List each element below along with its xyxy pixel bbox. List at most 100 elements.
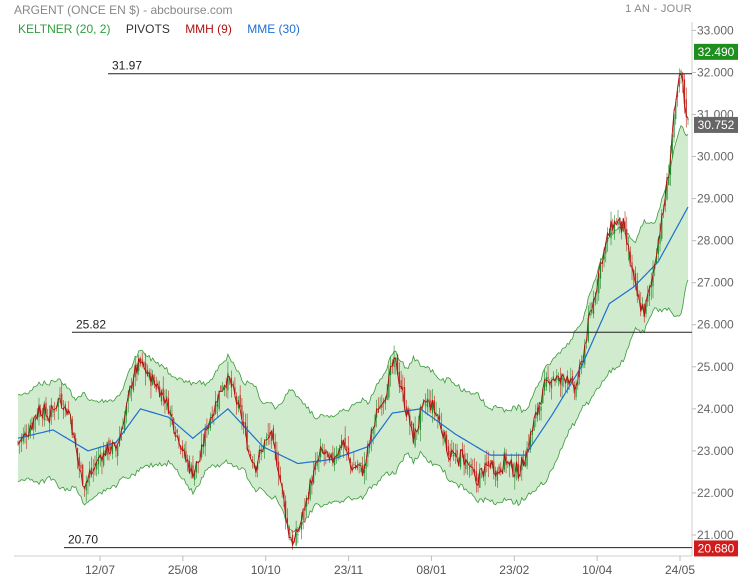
candle-body — [309, 481, 311, 500]
candle-body — [372, 429, 374, 434]
candle-body — [620, 221, 623, 230]
candle-body — [332, 452, 334, 461]
candle-body — [624, 221, 626, 230]
candle-body — [204, 428, 206, 447]
candle-body — [540, 406, 542, 411]
candle-body — [505, 453, 507, 466]
candle-body — [145, 362, 147, 374]
candle-body — [468, 467, 470, 469]
candle-body — [542, 388, 544, 404]
candle-body — [250, 453, 252, 457]
candle-body — [675, 101, 677, 120]
y-tick-label: 33.000 — [697, 23, 734, 37]
candle-body — [566, 377, 568, 384]
candle-body — [297, 534, 299, 536]
candle-body — [360, 462, 362, 465]
candle-body — [71, 418, 73, 435]
legend-keltner[interactable]: KELTNER (20, 2) — [18, 22, 111, 36]
candle-body — [461, 448, 463, 452]
candle-body — [498, 466, 500, 472]
candle-body — [475, 471, 477, 481]
candle-body — [486, 461, 488, 466]
candle-body — [447, 446, 449, 456]
y-tick-label: 30.000 — [697, 150, 734, 164]
y-tick-label: 21.000 — [697, 528, 734, 542]
candle-body — [487, 460, 490, 465]
x-tick-label: 08/01 — [416, 563, 446, 577]
candle-body — [125, 405, 128, 416]
legend-mmh[interactable]: MMH (9) — [185, 22, 232, 36]
candle-body — [622, 221, 624, 232]
candle-body — [244, 422, 247, 430]
candle-body — [292, 534, 294, 545]
candle-body — [216, 403, 219, 407]
candle-body — [122, 428, 124, 430]
candle-body — [178, 436, 180, 445]
candle-body — [419, 410, 421, 430]
candle-body — [636, 280, 638, 297]
candle-body — [157, 386, 159, 388]
candle-body — [87, 477, 89, 484]
candle-body — [337, 452, 339, 458]
price-badge-label: 32.490 — [698, 45, 735, 59]
candle-body — [236, 396, 238, 404]
x-tick-label: 23/11 — [334, 563, 363, 577]
candle-body — [185, 450, 187, 460]
indicator-legend: KELTNER (20, 2) PIVOTS MMH (9) MME (30) — [18, 22, 312, 36]
candle-body — [17, 441, 19, 443]
candle-body — [59, 394, 61, 397]
candle-body — [491, 462, 493, 465]
candle-body — [613, 220, 616, 234]
candle-body — [241, 405, 243, 420]
candle-body — [162, 388, 164, 396]
candle-body — [176, 429, 178, 433]
legend-mme[interactable]: MME (30) — [247, 22, 300, 36]
candle-body — [307, 499, 309, 501]
candle-body — [437, 417, 439, 419]
candle-body — [43, 406, 45, 421]
candle-body — [494, 470, 497, 477]
candle-body — [295, 531, 297, 546]
candle-body — [201, 444, 203, 458]
candle-body — [62, 408, 65, 411]
candle-body — [97, 457, 100, 465]
candle-body — [248, 449, 250, 452]
candle-body — [36, 413, 38, 417]
y-tick-label: 28.000 — [697, 234, 734, 248]
candle-body — [685, 99, 687, 118]
candle-body — [591, 309, 593, 314]
candle-body — [652, 271, 654, 287]
candle-body — [584, 345, 586, 365]
candle-body — [223, 387, 226, 391]
y-tick-label: 22.000 — [697, 486, 734, 500]
y-tick-label: 27.000 — [697, 276, 734, 290]
candle-body — [344, 437, 346, 449]
candle-body — [279, 475, 282, 481]
candle-body — [206, 425, 208, 431]
candle-body — [173, 418, 175, 430]
candle-body — [29, 427, 31, 435]
candle-body — [393, 357, 395, 368]
candle-body — [110, 447, 112, 451]
candle-body — [458, 459, 460, 464]
candle-body — [341, 440, 343, 448]
candle-body — [246, 426, 248, 450]
candle-body — [615, 221, 617, 223]
candle-body — [550, 380, 553, 389]
candle-body — [521, 456, 523, 471]
candle-body — [300, 522, 302, 530]
candle-body — [96, 463, 98, 470]
candle-body — [351, 464, 353, 469]
legend-pivots[interactable]: PIVOTS — [125, 22, 170, 36]
keltner-upper — [17, 125, 689, 420]
candle-body — [283, 492, 285, 499]
candle-body — [526, 447, 528, 466]
candle-body — [38, 407, 40, 418]
candle-body — [666, 180, 668, 200]
candle-body — [327, 453, 329, 458]
candle-body — [164, 400, 166, 402]
x-tick-label: 25/08 — [168, 563, 198, 577]
candle-body — [648, 285, 651, 297]
candle-body — [594, 296, 596, 303]
